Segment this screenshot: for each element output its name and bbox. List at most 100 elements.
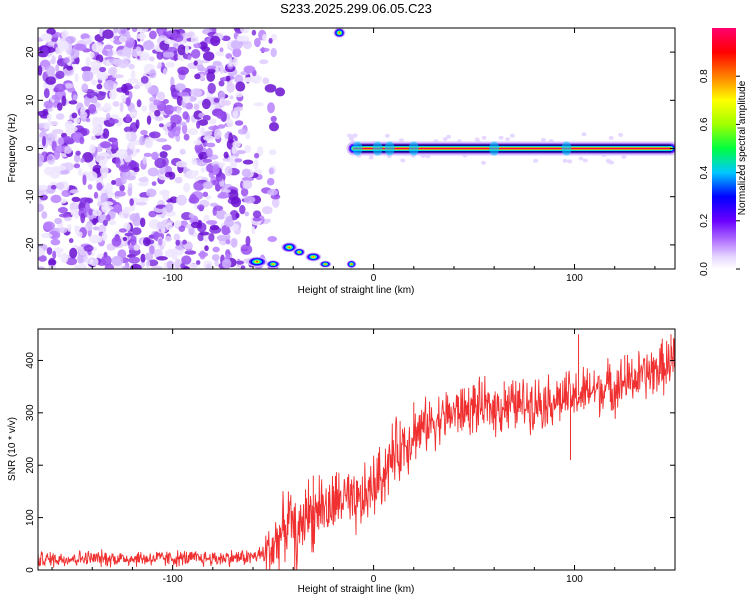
noise-blob xyxy=(125,97,131,107)
noise-blob xyxy=(58,137,65,146)
faint-blob xyxy=(474,137,480,142)
noise-blob xyxy=(56,252,62,258)
dc-bump xyxy=(561,141,572,156)
noise-blob xyxy=(212,163,220,175)
noise-blob xyxy=(164,248,177,258)
noise-blob xyxy=(138,177,149,183)
noise-blob xyxy=(121,94,128,103)
noise-blob xyxy=(43,100,54,109)
noise-blob xyxy=(193,181,205,191)
noise-blob xyxy=(241,168,251,178)
noise-blob xyxy=(62,135,72,142)
noise-blob xyxy=(148,56,155,62)
faint-blob xyxy=(562,158,568,163)
y-tick-label: -20 xyxy=(25,237,36,252)
noise-blob xyxy=(52,250,57,260)
noise-blob xyxy=(170,114,182,125)
noise-blob xyxy=(55,113,65,120)
noise-blob xyxy=(206,220,218,225)
noise-blob xyxy=(268,167,275,175)
noise-blob xyxy=(42,136,46,147)
noise-blob xyxy=(185,102,193,110)
noise-blob xyxy=(232,110,239,119)
noise-blob xyxy=(259,47,270,53)
faint-blob xyxy=(581,132,587,137)
noise-blob xyxy=(202,191,209,197)
noise-blob xyxy=(157,62,162,69)
noise-blob xyxy=(232,48,242,58)
noise-blob xyxy=(270,115,277,123)
noise-blob xyxy=(135,119,140,129)
noise-blob xyxy=(164,203,174,213)
noise-blob xyxy=(86,171,98,182)
noise-blob xyxy=(58,165,67,171)
noise-blob xyxy=(135,33,147,40)
noise-blob xyxy=(254,152,260,159)
noise-blob xyxy=(144,252,154,261)
faint-blob xyxy=(582,158,588,163)
noise-blob xyxy=(61,190,71,197)
y-tick-label: 100 xyxy=(25,509,36,526)
noise-blob xyxy=(96,106,108,111)
noise-blob xyxy=(210,35,221,47)
noise-blob xyxy=(111,255,124,266)
noise-blob xyxy=(144,138,153,149)
noise-blob xyxy=(38,203,44,213)
noise-blob xyxy=(57,207,68,214)
noise-blob xyxy=(115,148,128,160)
noise-blob xyxy=(245,235,251,247)
noise-blob xyxy=(171,126,181,137)
noise-blob xyxy=(213,205,224,211)
noise-blob xyxy=(71,196,81,202)
noise-blob xyxy=(79,197,92,205)
noise-blob xyxy=(77,262,88,269)
noise-blob xyxy=(118,228,127,233)
noise-blob xyxy=(240,265,246,269)
noise-blob xyxy=(262,33,267,42)
noise-blob xyxy=(216,177,223,182)
noise-blob xyxy=(149,69,157,79)
noise-blob xyxy=(103,102,112,113)
snr-plot-area xyxy=(38,334,675,570)
noise-blob xyxy=(73,154,81,163)
noise-blob xyxy=(104,157,109,162)
noise-blob xyxy=(93,191,99,199)
noise-blob xyxy=(121,83,128,94)
noise-blob xyxy=(74,73,79,83)
noise-blob xyxy=(253,159,259,170)
noise-blob xyxy=(57,102,63,111)
noise-blob xyxy=(38,184,49,191)
faint-blob xyxy=(567,159,573,164)
noise-blob xyxy=(131,28,138,33)
noise-blob xyxy=(161,190,170,195)
faint-blob xyxy=(384,133,390,138)
noise-blob xyxy=(244,211,250,217)
noise-blob xyxy=(234,74,244,84)
noise-blob xyxy=(127,78,139,84)
noise-blob xyxy=(127,187,133,197)
noise-blob xyxy=(58,227,68,234)
noise-blob xyxy=(113,83,118,91)
noise-blob xyxy=(125,41,134,48)
noise-blob xyxy=(271,197,280,209)
noise-blob xyxy=(125,113,131,123)
noise-blob xyxy=(133,244,140,251)
noise-blob xyxy=(38,154,45,163)
noise-blob xyxy=(162,207,167,215)
noise-blob xyxy=(185,169,197,180)
noise-blob xyxy=(43,88,50,99)
noise-blob xyxy=(48,259,57,266)
noise-blob xyxy=(228,132,233,144)
noise-blob xyxy=(102,172,108,179)
noise-blob xyxy=(216,234,228,242)
faint-blob xyxy=(399,138,404,143)
snr-panel: -100 0 100 0 100 200 300 400 Height of straight… xyxy=(7,328,676,595)
noise-blob xyxy=(236,260,245,265)
noise-blob xyxy=(85,117,91,123)
noise-blob xyxy=(141,105,148,112)
noise-blob xyxy=(55,47,60,55)
colorbar-tick-label: 0.4 xyxy=(699,165,710,179)
noise-blob xyxy=(84,96,91,107)
noise-blob xyxy=(154,116,164,122)
